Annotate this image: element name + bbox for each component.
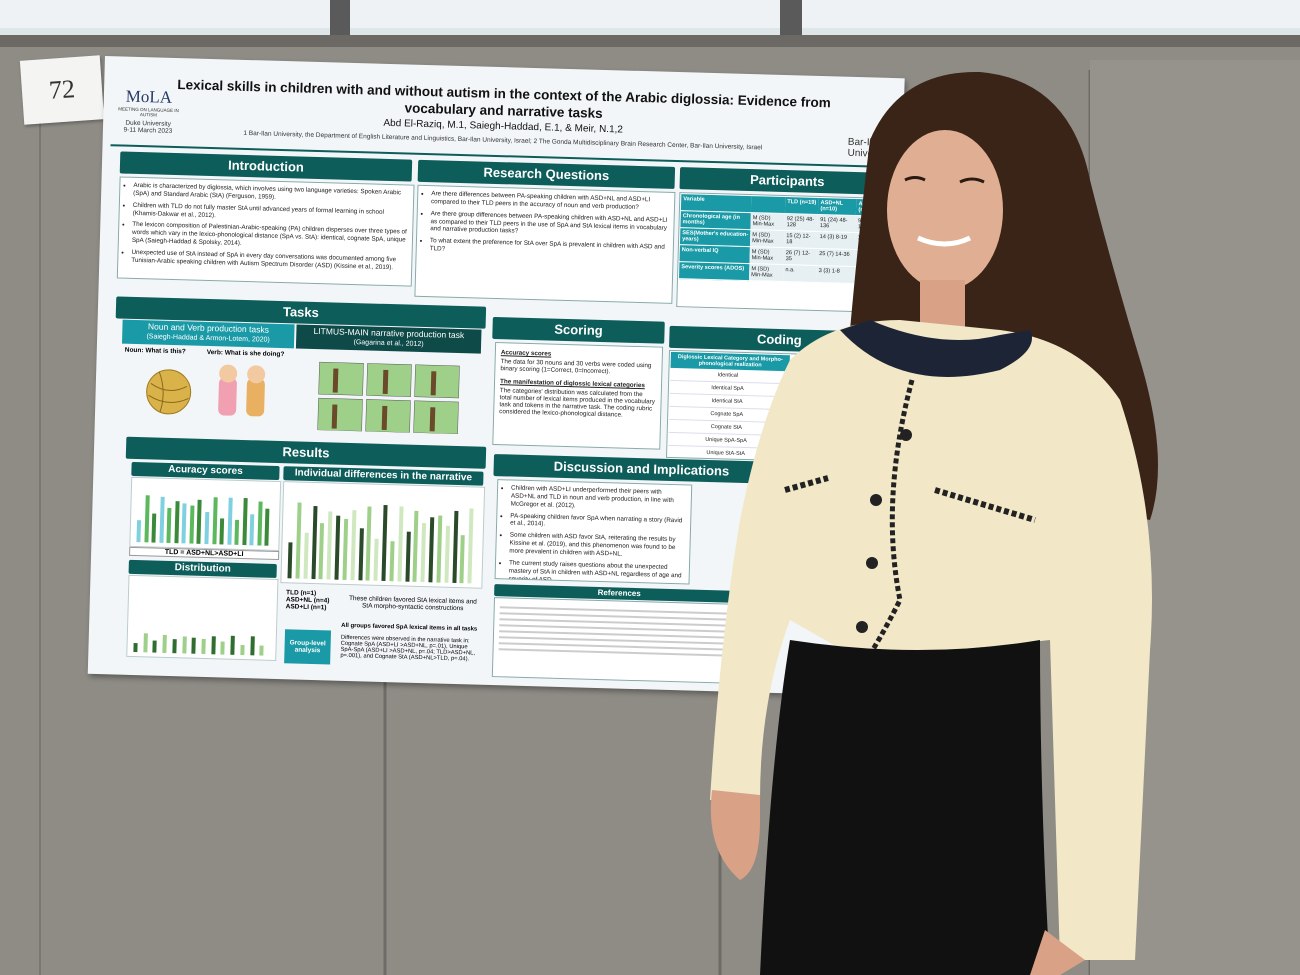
poster: MoLA Meeting on Language in Autism Duke … bbox=[87, 56, 905, 697]
task-images bbox=[146, 361, 460, 435]
